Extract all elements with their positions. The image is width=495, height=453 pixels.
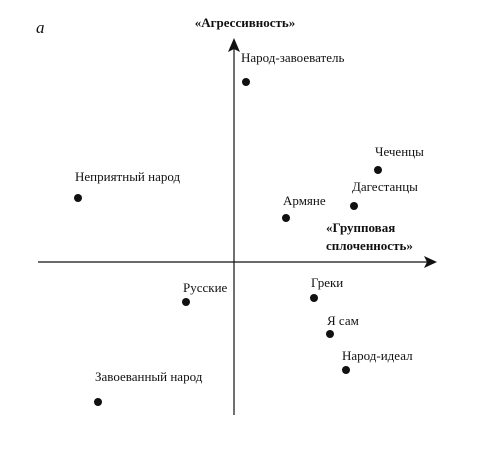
data-point — [310, 294, 318, 302]
data-point-label: Неприятный народ — [75, 169, 180, 184]
data-point — [282, 214, 290, 222]
y-axis-arrowhead — [228, 38, 240, 52]
data-point-label: Греки — [311, 275, 343, 290]
data-point — [342, 366, 350, 374]
data-point — [94, 398, 102, 406]
data-point — [350, 202, 358, 210]
y-axis-title: «Агрессивность» — [195, 15, 296, 30]
data-point — [374, 166, 382, 174]
data-point-label: Дагестанцы — [352, 179, 418, 194]
data-point — [326, 330, 334, 338]
x-axis-title-line-2: сплоченность» — [326, 238, 413, 253]
data-point-label: Народ-завоеватель — [241, 50, 344, 65]
data-point-label: Народ-идеал — [342, 348, 413, 363]
data-point — [182, 298, 190, 306]
data-point — [242, 78, 250, 86]
data-point-label: Армяне — [283, 193, 326, 208]
panel-label: a — [36, 18, 45, 37]
points-layer: Народ-завоеватель Чеченцы Дагестанцы Армяне… — [74, 50, 424, 406]
data-point — [74, 194, 82, 202]
data-point-label: Я сам — [327, 313, 359, 328]
data-point-label: Чеченцы — [375, 144, 424, 159]
x-axis-title-line-1: «Групповая — [326, 220, 395, 235]
x-axis-arrowhead — [424, 256, 437, 268]
data-point-label: Русские — [183, 280, 228, 295]
data-point-label: Завоеванный народ — [95, 369, 203, 384]
